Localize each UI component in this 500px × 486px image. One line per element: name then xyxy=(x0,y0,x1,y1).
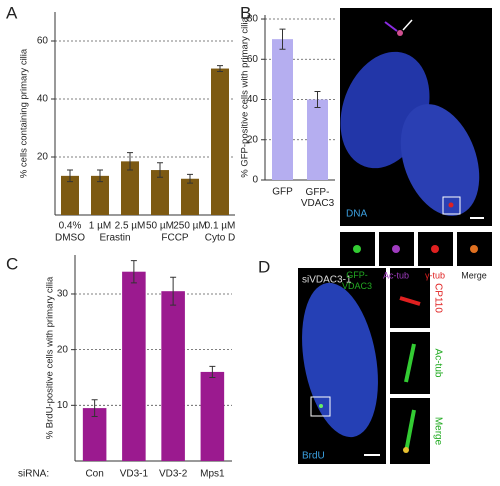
panel-letter: D xyxy=(258,257,270,276)
group-label: FCCP xyxy=(161,233,189,244)
x-tick-label: VD3-1 xyxy=(120,469,149,480)
bar xyxy=(181,178,199,215)
dot xyxy=(403,447,409,453)
error-bar xyxy=(170,276,177,306)
bar xyxy=(211,68,229,215)
image-label: DNA xyxy=(346,209,367,220)
dot xyxy=(399,296,421,306)
inset-label: GFP-VDAC3 xyxy=(342,270,372,291)
x-tick-label: Mps1 xyxy=(200,469,225,480)
bar xyxy=(151,170,169,215)
error-bar xyxy=(97,169,103,183)
error-bar xyxy=(187,173,193,184)
x-tick-label: 50 µM xyxy=(146,221,174,232)
dot xyxy=(431,245,439,253)
cilium xyxy=(319,404,323,408)
error-bar xyxy=(67,169,73,183)
inset-label: CP110 xyxy=(432,283,443,313)
panel-letter: A xyxy=(6,3,18,22)
y-tick-label: 60 xyxy=(247,54,259,65)
dot xyxy=(404,409,416,453)
x-tick-label: GFP-VDAC3 xyxy=(301,187,335,209)
nucleus xyxy=(400,104,480,216)
panel-letter: C xyxy=(6,254,18,273)
y-tick-label: 80 xyxy=(247,14,259,25)
y-axis-title: % cells containing primary cilia xyxy=(19,48,30,178)
error-bar xyxy=(127,152,133,171)
inset-label: Merge xyxy=(461,270,487,280)
inset-box xyxy=(442,196,461,215)
cilium xyxy=(397,30,403,36)
bar xyxy=(122,271,146,461)
x-tick-label: 250 µM xyxy=(173,221,207,232)
group-label: DMSO xyxy=(55,233,85,244)
bar xyxy=(307,99,328,180)
inset-box xyxy=(310,396,331,417)
y-tick-label: 40 xyxy=(37,94,49,105)
y-tick-label: 30 xyxy=(57,289,69,300)
bar xyxy=(161,291,185,461)
dot xyxy=(353,245,361,253)
y-axis-title: % GFP-positive cells with primary cilia xyxy=(240,17,251,178)
x-tick-label: VD3-2 xyxy=(159,469,188,480)
inset-label: γ-tub xyxy=(425,270,445,280)
error-bar xyxy=(279,28,286,50)
dot xyxy=(392,245,400,253)
group-label: Erastin xyxy=(99,233,130,244)
x-tick-label: 1 µM xyxy=(89,221,111,232)
arrow xyxy=(384,21,398,32)
inset-label: Merge xyxy=(432,417,443,446)
dot xyxy=(470,245,478,253)
y-tick-label: 10 xyxy=(57,400,69,411)
y-tick-label: 20 xyxy=(57,344,69,355)
inset xyxy=(390,268,430,328)
error-bar xyxy=(130,260,137,284)
image-label: BrdU xyxy=(302,451,325,462)
panel-letter: B xyxy=(240,3,251,22)
error-bar xyxy=(217,65,223,72)
x-tick-label: 0.1 µM xyxy=(205,221,236,232)
bar xyxy=(272,39,293,180)
y-tick-label: 20 xyxy=(37,152,49,163)
bar xyxy=(82,408,107,461)
error-bar xyxy=(157,162,163,178)
y-tick-label: 20 xyxy=(247,134,259,145)
inset-label: Ac-tub xyxy=(383,270,409,280)
error-bar xyxy=(209,365,216,378)
bar xyxy=(61,175,79,215)
error-bar xyxy=(91,399,98,417)
x-tick-label: GFP xyxy=(272,187,293,198)
y-tick-label: 60 xyxy=(37,36,49,47)
nucleus xyxy=(302,282,378,438)
y-axis-title: % BrdU-positive cells with primary cilia xyxy=(45,276,56,439)
x-tick-label: 2.5 µM xyxy=(115,221,146,232)
x-tick-label: 0.4% xyxy=(59,221,82,232)
y-tick-label: 40 xyxy=(247,94,259,105)
cilium xyxy=(448,202,454,208)
bar xyxy=(200,371,225,461)
arrow xyxy=(402,19,413,31)
y-tick-label: 0 xyxy=(252,175,258,186)
bar xyxy=(91,175,109,215)
error-bar xyxy=(314,90,321,109)
bar xyxy=(121,161,139,215)
image-title: siVDAC3-1 xyxy=(302,275,352,286)
x-prefix: siRNA: xyxy=(18,469,49,480)
x-tick-label: Con xyxy=(85,469,103,480)
inset-label: Ac-tub xyxy=(432,349,443,378)
dot xyxy=(404,343,416,383)
group-label: Cyto D xyxy=(205,233,236,244)
